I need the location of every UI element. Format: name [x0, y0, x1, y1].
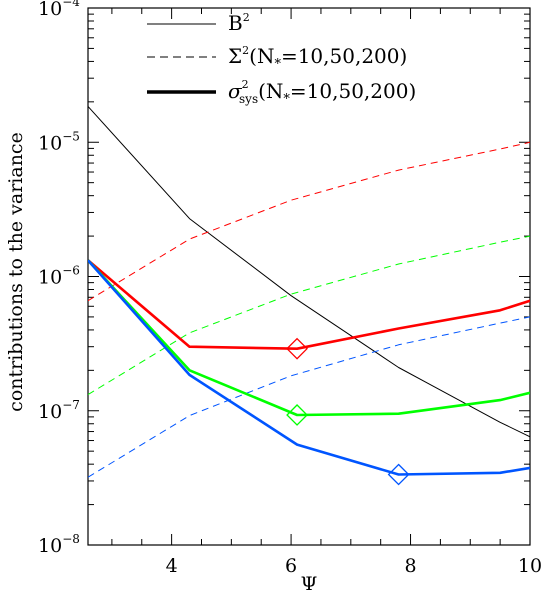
y-tick-label: 10−4	[38, 0, 80, 20]
y-tick-label: 10−7	[38, 398, 80, 423]
x-tick-label: 8	[404, 555, 416, 577]
legend-sigmasys-sub: sys	[239, 92, 258, 106]
legend-b2-base: B	[228, 11, 243, 35]
y-tick-exponent: −7	[62, 398, 80, 412]
legend-sigmasys-sup: 2	[242, 78, 249, 91]
diamond-marker-sigmasys-200	[387, 463, 410, 486]
legend-sigmasys-sub2: *	[283, 92, 290, 107]
legend-sigma2-rest: (N	[249, 44, 274, 68]
y-axis-label: contributions to the variance	[5, 132, 27, 412]
diamond-marker-sigmasys-50	[286, 404, 308, 426]
y-tick-base: 10	[38, 401, 62, 423]
legend-label-sigma2: Σ2(N*=10,50,200)	[228, 44, 407, 72]
y-tick-exponent: −5	[62, 129, 80, 143]
legend-sigma2-sub: *	[274, 57, 281, 72]
x-axis-label: Ψ	[301, 573, 318, 595]
legend-sigma2-tail: =10,50,200)	[281, 44, 407, 68]
x-axis-ticks: 4 6 8 10	[111, 8, 542, 577]
y-tick-base: 10	[38, 267, 62, 289]
series-line-sigmasys-50	[88, 259, 530, 417]
series-line-sigma2-200	[88, 316, 530, 478]
series-line-sigmasys-10	[88, 259, 530, 350]
y-tick-exponent: −6	[62, 264, 80, 278]
legend-sigma2-sup: 2	[242, 44, 249, 57]
x-tick-label: 10	[518, 555, 542, 577]
series-layer	[88, 106, 530, 478]
diamond-marker-sigmasys-10	[286, 337, 308, 360]
y-tick-label: 10−8	[38, 532, 80, 557]
x-tick-label: 6	[285, 555, 297, 577]
legend-sigma2-base: Σ	[228, 44, 242, 68]
y-tick-exponent: −8	[62, 532, 80, 546]
y-tick-base: 10	[38, 132, 62, 154]
series-line-sigma2-10	[88, 141, 530, 302]
y-tick-base: 10	[38, 0, 62, 20]
legend-sigmasys-rest: (N	[258, 79, 283, 103]
series-line-sigma2-50	[88, 235, 530, 396]
legend-label-b2: B2	[228, 11, 250, 35]
y-tick-label: 10−6	[38, 264, 80, 289]
y-tick-base: 10	[38, 535, 62, 557]
y-tick-label: 10−5	[38, 129, 80, 154]
y-tick-exponent: −4	[62, 0, 80, 9]
x-tick-label: 4	[166, 555, 178, 577]
legend-sigmasys-tail: =10,50,200)	[290, 79, 416, 103]
series-line-sigmasys-200	[88, 259, 530, 476]
legend-sigmasys-base: σ	[228, 79, 243, 103]
legend-label-sigmasys: σ2 sys(N*=10,50,200)	[228, 78, 416, 107]
y-axis-ticks: 10−810−710−610−510−4	[38, 0, 530, 557]
legend: B2 Σ2(N*=10,50,200) σ2 sys(N*=10,50,200)	[147, 11, 416, 107]
legend-b2-sup: 2	[243, 11, 250, 24]
marker-layer	[286, 337, 410, 486]
series-line-b2	[88, 106, 530, 438]
